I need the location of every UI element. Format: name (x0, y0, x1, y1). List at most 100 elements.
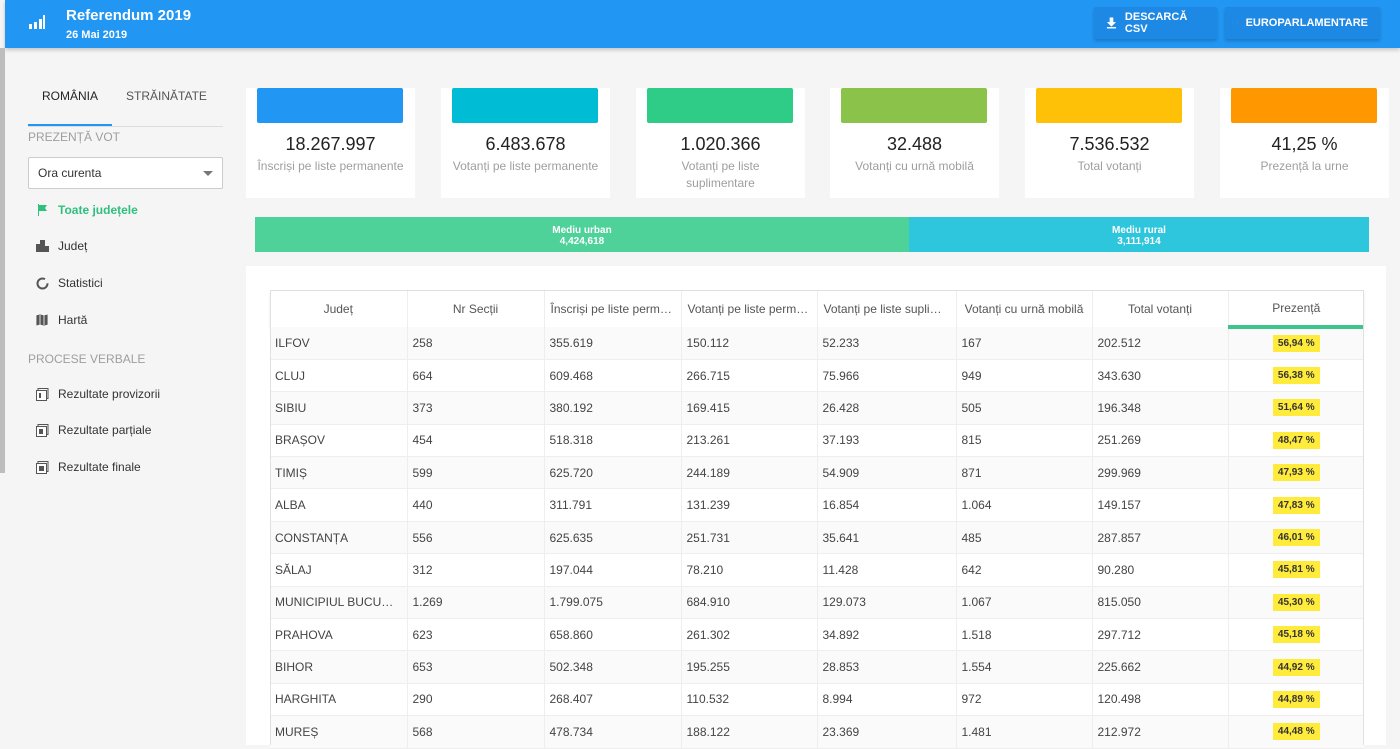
table-row[interactable]: HARGHITA 290 268.407 110.532 8.994 972 120.498… (270, 683, 1364, 716)
nav-rezultate-finale[interactable]: Rezultate finale (35, 457, 141, 477)
table-cell-col-judet: BRAȘOV (275, 433, 326, 448)
table-cell-col-total-votanti: 225.662 (1091, 650, 1228, 684)
column-header-col-total-votanti[interactable]: Total votanți (1091, 291, 1228, 327)
table-row[interactable]: CLUJ 664 609.468 266.715 75.966 949 343.630 56,… (270, 359, 1364, 392)
column-header-col-judet[interactable]: Județ (270, 291, 407, 327)
table-cell-col-nr-sectii: 556 (406, 521, 544, 554)
table-cell-col-prezenta: 44,92 % (1227, 650, 1364, 684)
mediu-rural-bar: Mediu rural 3,111,914 (909, 217, 1369, 252)
presence-badge: 44,48 % (1272, 723, 1320, 741)
table-row[interactable]: BIHOR 653 502.348 195.255 28.853 1.554 225.662… (270, 650, 1364, 684)
presence-badge: 48,47 % (1272, 431, 1320, 449)
column-header-col-votanti-suplimentare[interactable]: Votanți pe liste suplimentare (816, 291, 956, 327)
stat-card-urna-mobila: 32.488 Votanți cu urnă mobilă (830, 88, 999, 198)
table-cell-col-prezenta: 45,30 % (1227, 586, 1364, 619)
table-cell-col-prezenta: 56,94 % (1227, 327, 1364, 360)
table-body: ILFOV 258 355.619 150.112 52.233 167 202.512 56… (270, 327, 1364, 749)
table-cell-col-judet: SIBIU (275, 400, 307, 415)
table-cell-col-votanti-suplimentare: 129.073 (816, 586, 956, 619)
card-value: 18.267.997 (285, 134, 376, 154)
table-cell-col-nr-sectii: 599 (406, 456, 544, 489)
table-cell-col-judet: CLUJ (275, 368, 306, 383)
table-cell-col-judet: MUNICIPIUL BUCUREȘTI (275, 595, 407, 610)
divider (28, 126, 223, 127)
tab-romania[interactable]: ROMÂNIA (28, 88, 113, 126)
card-color-bar (1036, 88, 1182, 123)
table-cell-col-nr-sectii: 312 (406, 553, 544, 587)
table-cell-col-total-votanti: 297.712 (1091, 618, 1228, 651)
table-cell-col-urna-mobila: 1.554 (955, 650, 1092, 684)
hour-select[interactable]: Ora curenta (28, 157, 223, 189)
nav-toate-judetele[interactable]: Toate județele (35, 200, 138, 220)
nav-judet[interactable]: Județ (35, 236, 87, 256)
table-cell-col-inscrisi: 380.192 (543, 391, 681, 425)
card-color-bar (257, 88, 403, 123)
table-row[interactable]: TIMIȘ 599 625.720 244.189 54.909 871 299.969 47… (270, 456, 1364, 489)
nav-rezultate-provizorii[interactable]: Rezultate provizorii (35, 384, 160, 404)
card-label: Votanți cu urnă mobilă (855, 159, 974, 173)
mediu-rural-label: Mediu rural (1112, 225, 1166, 236)
presence-badge: 45,30 % (1272, 593, 1320, 611)
column-header-col-nr-sectii[interactable]: Nr Secții (406, 291, 544, 327)
card-value: 7.536.532 (1069, 134, 1150, 154)
table-row[interactable]: PRAHOVA 623 658.860 261.302 34.892 1.518 297.7… (270, 618, 1364, 651)
column-header-col-prezenta[interactable]: Prezență (1227, 291, 1364, 329)
presence-badge: 45,18 % (1272, 626, 1320, 644)
table-cell-col-prezenta: 45,18 % (1227, 618, 1364, 651)
column-header-col-inscrisi[interactable]: Înscriși pe liste permanente (543, 291, 681, 327)
card-label: Înscriși pe liste permanente (257, 159, 404, 173)
table-row[interactable]: ILFOV 258 355.619 150.112 52.233 167 202.512 56… (270, 327, 1364, 360)
table-cell-col-nr-sectii: 258 (406, 327, 544, 360)
presence-badge: 44,92 % (1272, 658, 1320, 676)
table-cell-col-judet: MUREȘ (275, 724, 319, 739)
table-cell-col-votanti-permanente: 195.255 (680, 650, 817, 684)
presence-badge: 45,81 % (1272, 561, 1320, 579)
nav-statistici[interactable]: Statistici (35, 273, 103, 293)
table-cell-col-votanti-permanente: 261.302 (680, 618, 817, 651)
table-cell-col-inscrisi: 502.348 (543, 650, 681, 684)
nav-label: Rezultate provizorii (58, 387, 161, 401)
table-cell-col-votanti-suplimentare: 11.428 (816, 553, 956, 587)
table-cell-col-nr-sectii: 440 (406, 488, 544, 522)
table-cell-col-inscrisi: 625.635 (543, 521, 681, 554)
table-cell-col-votanti-suplimentare: 35.641 (816, 521, 956, 554)
scrollbar[interactable] (0, 48, 5, 473)
table-row[interactable]: SIBIU 373 380.192 169.415 26.428 505 196.348 51… (270, 391, 1364, 425)
table-cell-col-urna-mobila: 949 (955, 359, 1092, 392)
card-value: 41,25 % (1271, 134, 1338, 154)
stat-card-inscrisi: 18.267.997 Înscriși pe liste permanente (246, 88, 415, 198)
city-icon (35, 239, 49, 253)
column-header-col-urna-mobila[interactable]: Votanți cu urnă mobilă (955, 291, 1092, 327)
table-cell-col-votanti-suplimentare: 16.854 (816, 488, 956, 522)
table-cell-col-judet: BIHOR (275, 660, 314, 675)
table-row[interactable]: BRAȘOV 454 518.318 213.261 37.193 815 251.269 4… (270, 424, 1364, 457)
table-cell-col-prezenta: 44,89 % (1227, 683, 1364, 716)
table-cell-col-urna-mobila: 167 (955, 327, 1092, 360)
nav-rezultate-partiale[interactable]: Rezultate parțiale (35, 420, 151, 440)
table-cell-col-total-votanti: 343.630 (1091, 359, 1228, 392)
table-row[interactable]: ALBA 440 311.791 131.239 16.854 1.064 149.157 4… (270, 488, 1364, 522)
card-label: Votanți pe liste permanente (452, 159, 599, 173)
table-row[interactable]: SĂLAJ 312 197.044 78.210 11.428 642 90.280 45,8… (270, 553, 1364, 587)
nav-harta[interactable]: Hartă (35, 310, 87, 330)
table-cell-col-total-votanti: 90.280 (1091, 553, 1228, 587)
stat-card-prezenta: 41,25 % Prezență la urne (1220, 88, 1389, 198)
table-cell-col-urna-mobila: 505 (955, 391, 1092, 425)
section-title-procese: PROCESE VERBALE (28, 352, 146, 366)
table-cell-col-votanti-permanente: 244.189 (680, 456, 817, 489)
table-row[interactable]: MUNICIPIUL BUCUREȘTI 1.269 1.799.075 684.91… (270, 586, 1364, 619)
tab-strainatate[interactable]: STRĂINĂTATE (126, 89, 207, 103)
europarlamentare-button[interactable]: EUROPARLAMENTARE (1225, 7, 1380, 39)
stat-card-total-votanti: 7.536.532 Total votanți (1025, 88, 1194, 198)
table-row[interactable]: CONSTANȚA 556 625.635 251.731 35.641 485 287.8… (270, 521, 1364, 554)
nav-label: Rezultate parțiale (58, 423, 152, 437)
card-label: Prezență la urne (1260, 159, 1349, 173)
column-header-col-votanti-permanente[interactable]: Votanți pe liste permanente (680, 291, 817, 327)
table-cell-col-prezenta: 47,93 % (1227, 456, 1364, 489)
table-cell-col-total-votanti: 299.969 (1091, 456, 1228, 489)
card-label: Total votanți (1077, 159, 1142, 173)
table-cell-col-inscrisi: 478.734 (543, 715, 681, 749)
download-csv-button[interactable]: DESCARCĂ CSV (1094, 7, 1217, 39)
table-row[interactable]: MUREȘ 568 478.734 188.122 23.369 1.481 212.972… (270, 715, 1364, 749)
